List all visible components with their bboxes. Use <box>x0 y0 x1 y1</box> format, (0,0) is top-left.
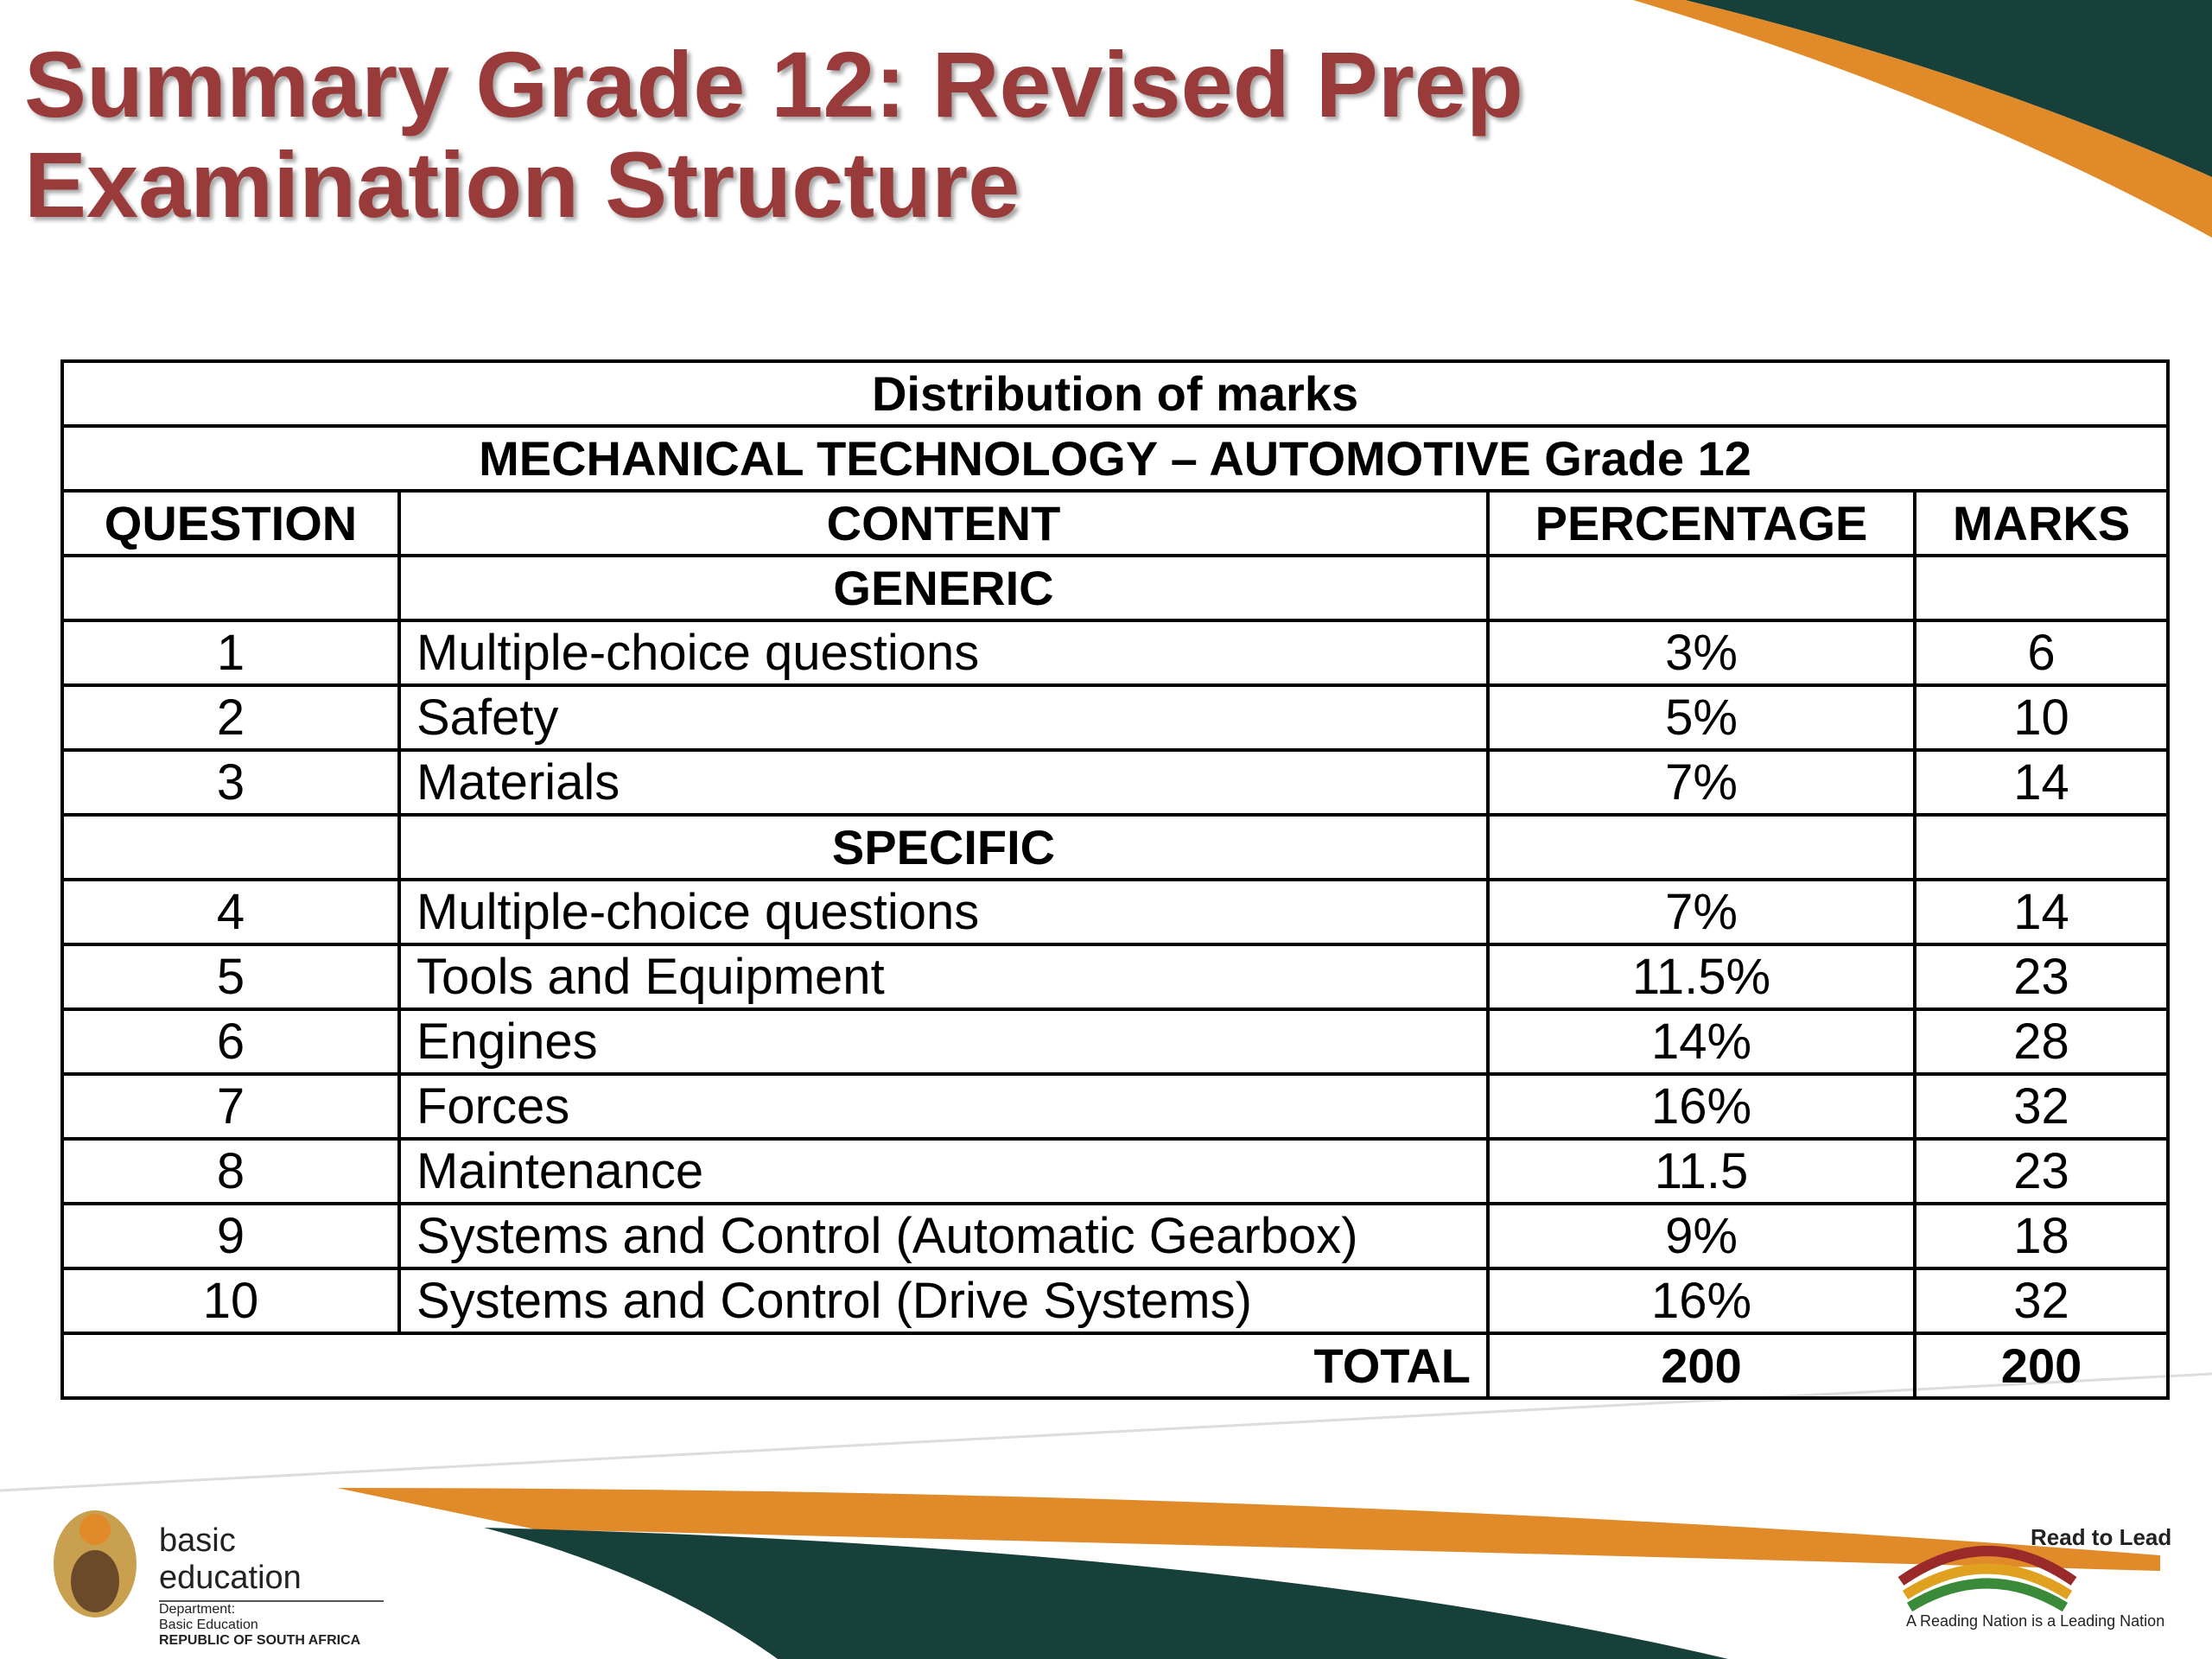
table-cell: 10 <box>1912 683 2171 752</box>
table-row: 9 Systems and Control (Automatic Gearbox)… <box>60 1202 2171 1270</box>
table-row: 2 Safety 5% 10 <box>60 683 2171 752</box>
table-cell: TOTAL <box>60 1332 1490 1400</box>
table-cell: 6 <box>1912 619 2171 687</box>
table-cell: 7% <box>1486 748 1916 817</box>
slogan: A Reading Nation is a Leading Nation <box>1906 1612 2165 1630</box>
table-cell: QUESTION <box>60 489 401 557</box>
table-cell: 16% <box>1486 1267 1916 1335</box>
read-to-lead: Read to Lead <box>2031 1524 2172 1550</box>
table-cell: Engines <box>397 1007 1490 1076</box>
table-cell: 4 <box>60 878 401 946</box>
marks-table: Distribution of marks MECHANICAL TECHNOLO… <box>60 359 2171 1400</box>
table-row: 8 Maintenance 11.5 23 <box>60 1137 2171 1205</box>
table-cell <box>1486 554 1916 622</box>
table-cell: 7% <box>1486 878 1916 946</box>
table-cell: 200 <box>1912 1332 2171 1400</box>
table-cell: Materials <box>397 748 1490 817</box>
table-cell <box>1912 813 2171 881</box>
table-cell: MARKS <box>1912 489 2171 557</box>
table-cell: Maintenance <box>397 1137 1490 1205</box>
table-cell: 28 <box>1912 1007 2171 1076</box>
table-cell: 14 <box>1912 878 2171 946</box>
table-cell: Tools and Equipment <box>397 943 1490 1011</box>
table-row: SPECIFIC <box>60 813 2171 881</box>
bottom-orange-swoosh <box>337 1488 2160 1571</box>
table-cell: 16% <box>1486 1072 1916 1141</box>
table-cell: Safety <box>397 683 1490 752</box>
table-cell: 8 <box>60 1137 401 1205</box>
table-row: 3 Materials 7% 14 <box>60 748 2171 817</box>
table-cell: 11.5% <box>1486 943 1916 1011</box>
bottom-green-swoosh <box>484 1528 1728 1659</box>
dbe-line: REPUBLIC OF SOUTH AFRICA <box>159 1633 361 1648</box>
table-row: TOTAL 200 200 <box>60 1332 2171 1400</box>
table-cell: MECHANICAL TECHNOLOGY – AUTOMOTIVE Grade… <box>60 424 2171 493</box>
table-cell: GENERIC <box>397 554 1490 622</box>
top-green-swoosh <box>1685 0 2212 177</box>
table-cell: 32 <box>1912 1267 2171 1335</box>
coat-of-arms <box>54 1510 137 1618</box>
table-cell: 23 <box>1912 1137 2171 1205</box>
table-cell: 3% <box>1486 619 1916 687</box>
table-cell: 3 <box>60 748 401 817</box>
table-row: 5 Tools and Equipment 11.5% 23 <box>60 943 2171 1011</box>
table-cell: Forces <box>397 1072 1490 1141</box>
table-cell: 7 <box>60 1072 401 1141</box>
table-row: 10 Systems and Control (Drive Systems) 16%… <box>60 1267 2171 1335</box>
table-row: 7 Forces 16% 32 <box>60 1072 2171 1141</box>
table-cell: 10 <box>60 1267 401 1335</box>
table-cell: Systems and Control (Drive Systems) <box>397 1267 1490 1335</box>
table-cell: 5 <box>60 943 401 1011</box>
title-line: Examination Structure <box>24 132 1020 237</box>
table-cell: 18 <box>1912 1202 2171 1270</box>
dbe-line: Department: <box>159 1602 236 1617</box>
table-row: 4 Multiple-choice questions 7% 14 <box>60 878 2171 946</box>
read-to-lead-logo <box>1897 1546 2077 1612</box>
table-cell: 2 <box>60 683 401 752</box>
table-cell: 11.5 <box>1486 1137 1916 1205</box>
dbe-line: Basic Education <box>159 1618 258 1632</box>
table-cell: 6 <box>60 1007 401 1076</box>
title-line: Summary Grade 12: Revised Prep <box>24 32 1523 137</box>
table-cell <box>60 554 401 622</box>
table-cell: SPECIFIC <box>397 813 1490 881</box>
table-cell: 14 <box>1912 748 2171 817</box>
table-cell: Distribution of marks <box>60 359 2171 428</box>
table-cell: 5% <box>1486 683 1916 752</box>
table-cell: PERCENTAGE <box>1486 489 1916 557</box>
table-cell: 9 <box>60 1202 401 1270</box>
table-cell: CONTENT <box>397 489 1490 557</box>
table-cell: 1 <box>60 619 401 687</box>
table-cell: 9% <box>1486 1202 1916 1270</box>
table-row: 1 Multiple-choice questions 3% 6 <box>60 619 2171 687</box>
table-cell <box>1486 813 1916 881</box>
slide-title: Summary Grade 12: Revised Prep Examinati… <box>24 35 1523 235</box>
table-row: 6 Engines 14% 28 <box>60 1007 2171 1076</box>
table-row: QUESTION CONTENT PERCENTAGE MARKS <box>60 489 2171 557</box>
table-row: Distribution of marks <box>60 359 2171 428</box>
dbe-name: basic education <box>159 1522 384 1602</box>
table-cell <box>1912 554 2171 622</box>
table-cell <box>60 813 401 881</box>
table-row: GENERIC <box>60 554 2171 622</box>
table-cell: 14% <box>1486 1007 1916 1076</box>
table-row: MECHANICAL TECHNOLOGY – AUTOMOTIVE Grade… <box>60 424 2171 493</box>
dbe-logo-text: basic education Department: Basic Educat… <box>159 1522 384 1649</box>
table-cell: Multiple-choice questions <box>397 878 1490 946</box>
table-cell: 200 <box>1486 1332 1916 1400</box>
table-cell: 32 <box>1912 1072 2171 1141</box>
table-cell: Multiple-choice questions <box>397 619 1490 687</box>
table-cell: Systems and Control (Automatic Gearbox) <box>397 1202 1490 1270</box>
table-cell: 23 <box>1912 943 2171 1011</box>
